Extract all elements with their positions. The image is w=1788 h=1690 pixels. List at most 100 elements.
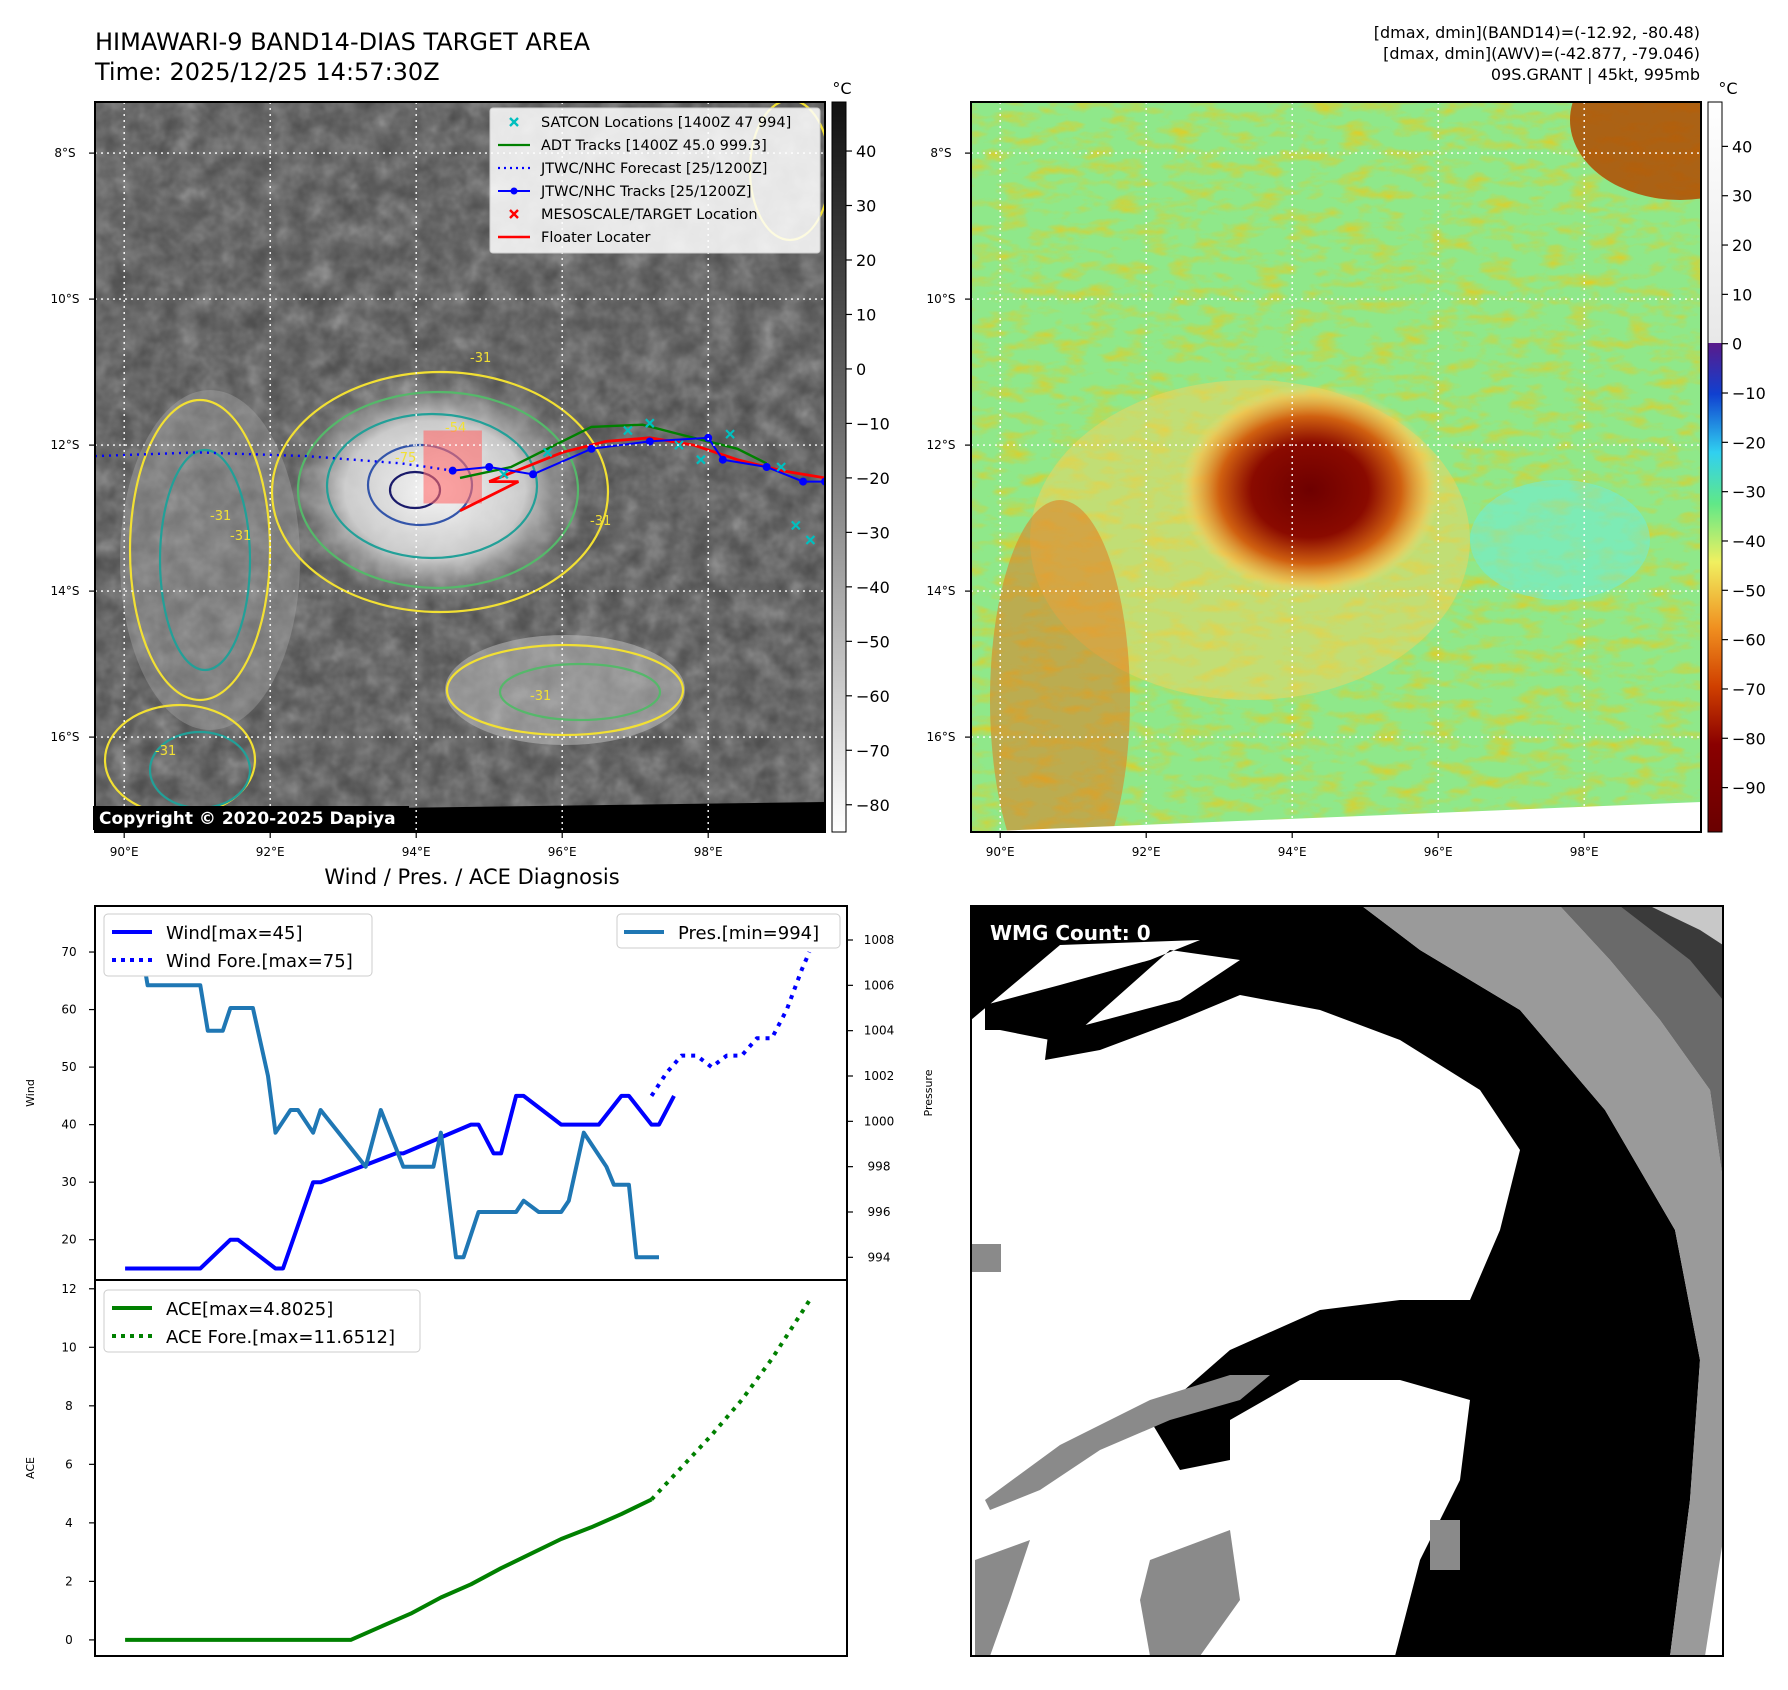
legend-item-target: MESOSCALE/TARGET Location: [509, 207, 758, 223]
lat-tick-label: 16°S: [51, 730, 80, 744]
lat-tick-label: 12°S: [51, 438, 80, 452]
legend-label: JTWC/NHC Forecast [25/1200Z]: [540, 161, 767, 177]
lat-tick-label: 8°S: [54, 146, 75, 160]
jtwc-track-point: [704, 433, 713, 442]
jtwc-track-point: [529, 470, 537, 479]
y-tick-label: 0: [65, 1633, 73, 1647]
contour-teal: [325, 412, 539, 560]
ir-rainband-west: [120, 390, 300, 730]
colorbar-tick-label: −30: [856, 523, 890, 542]
wind-fore-legend-label: Wind Fore.[max=75]: [166, 951, 353, 972]
y-tick-label: 2: [65, 1574, 73, 1588]
lat-tick-label: 10°S: [51, 292, 80, 306]
wmg-gray-fleck: [1430, 1520, 1460, 1570]
wmg-gray-corner: [1650, 906, 1723, 945]
colorbar-tick-label: −30: [1732, 483, 1766, 502]
lat-tick-label: 14°S: [927, 584, 956, 598]
colorbar-tick-label: 20: [1732, 236, 1752, 255]
ace-axis-label: ACE: [24, 1457, 37, 1479]
lon-tick-label: 92°E: [1132, 845, 1161, 859]
awv-map-panel: 90°E 92°E 94°E 96°E 98°E 8°S 10°S 12°S 14°S 16°S: [927, 101, 1702, 859]
wmg-gray-edge: [971, 1244, 1001, 1272]
colorbar-tick-label: 10: [856, 305, 876, 324]
legend-label: JTWC/NHC Tracks [25/1200Z]: [540, 184, 752, 200]
contour-yellow-west: [128, 398, 272, 702]
colorbar-tick-label: −50: [1732, 581, 1766, 600]
satcon-point: [805, 535, 816, 545]
ir-colorbar-gradient: [831, 101, 847, 833]
y-right-tick-label: 1002: [864, 1069, 895, 1083]
lon-tick-label: 90°E: [986, 845, 1015, 859]
wind-pressure-chart: 20 30 40 50 60 70 994 996 998 1000 1002 1004 1006 100…: [24, 905, 935, 1281]
lon-tick-label: 96°E: [1424, 845, 1453, 859]
contour-label: -75: [395, 451, 416, 466]
legend-item-adt: ADT Tracks [1400Z 45.0 999.3]: [498, 138, 767, 154]
satcon-point: [645, 418, 655, 428]
lat-tick-label: 10°S: [927, 292, 956, 306]
jtwc-track-point: [645, 437, 654, 446]
legend-marker: [509, 209, 519, 219]
satcon-point: [776, 462, 786, 472]
wmg-gray-sw: [975, 1540, 1030, 1656]
satcon-point: [623, 425, 633, 436]
colorbar-tick-label: −70: [1732, 680, 1766, 699]
pressure-axis-label: Pressure: [922, 1069, 935, 1116]
y-tick-label: 50: [61, 1060, 76, 1074]
jtwc-track-line: [452, 436, 825, 483]
colorbar-tick-label: −10: [856, 414, 890, 433]
legend-label: ADT Tracks [1400Z 45.0 999.3]: [541, 138, 767, 154]
map-legend: SATCON Locations [1400Z 47 994] ADT Track…: [489, 107, 821, 254]
contour-label: -31: [470, 351, 491, 366]
jtwc-track-points: [448, 433, 825, 486]
y-right-tick-label: 1006: [864, 978, 895, 992]
colorbar-tick-label: −20: [856, 469, 890, 488]
jtwc-track-point: [485, 463, 494, 471]
ir-map-frame: [94, 101, 826, 833]
contour-labels: -31-31 -31-31-31-31-54-75: [155, 351, 611, 759]
colorbar-tick-label: −90: [1732, 779, 1766, 798]
y-tick-label: 6: [65, 1457, 73, 1471]
y-right-tick-label: 996: [868, 1205, 891, 1219]
ir-colorbar: °C 40 30 20 10 0 −10 −20 −30 −40 −50 −60 −70 −80: [831, 79, 890, 833]
y-tick-label: 20: [61, 1233, 76, 1247]
y-tick-label: 4: [65, 1516, 73, 1530]
y-right-tick-label: 1004: [864, 1024, 895, 1038]
y-right-tick-label: 1008: [864, 933, 895, 947]
jtwc-track-point: [799, 477, 808, 486]
ir-colorbar-unit: °C: [832, 79, 851, 98]
colorbar-tick-label: 0: [856, 360, 866, 379]
contour-label: -31: [530, 689, 551, 704]
y-tick-label: 60: [61, 1003, 76, 1017]
contour-green-band: [498, 662, 662, 722]
lat-tick-label: 14°S: [51, 584, 80, 598]
legend-item-jtwc-forecast: JTWC/NHC Forecast [25/1200Z]: [498, 161, 767, 177]
ir-map-panel: -31-31 -31-31-31-31-54-75 90°E 92°E 94°E 96°…: [51, 101, 826, 859]
y-tick-label: 70: [61, 945, 76, 959]
wmg-gray-s: [1140, 1530, 1240, 1656]
lon-tick-label: 90°E: [110, 845, 139, 859]
ace-legend-box: [103, 1289, 421, 1353]
series-pres: [125, 938, 659, 1260]
wmg-gray-streak: [985, 1375, 1270, 1510]
colorbar-tick-label: −60: [856, 687, 890, 706]
colorbar-tick-label: 10: [1732, 285, 1752, 304]
wmg-black-band: [971, 906, 1700, 1656]
wmg-pixel-field: [971, 906, 1723, 1656]
y-right-tick-label: 1000: [864, 1114, 895, 1128]
pressure-legend-label: Pres.[min=994]: [678, 923, 819, 944]
contour-yellow-outer: [270, 370, 610, 614]
ace-fore-legend-label: ACE Fore.[max=11.6512]: [166, 1327, 395, 1348]
awv-gridlines: [971, 102, 1701, 832]
contour-label: -31: [210, 509, 231, 524]
satcon-point: [791, 520, 801, 531]
jtwc-track-point: [587, 444, 596, 453]
lat-tick-label: 12°S: [927, 438, 956, 452]
lon-tick-label: 92°E: [256, 845, 285, 859]
ace-chart: 0 2 4 6 8 10 12 ACE ACE[max=4.8025] ACE Fore.[…: [24, 1279, 848, 1657]
legend-marker: [510, 187, 518, 195]
wind-legend-label: Wind[max=45]: [166, 923, 303, 944]
legend-label: SATCON Locations [1400Z 47 994]: [541, 115, 791, 131]
awv-storm-core: [1180, 385, 1440, 595]
jtwc-track-point: [718, 455, 727, 464]
